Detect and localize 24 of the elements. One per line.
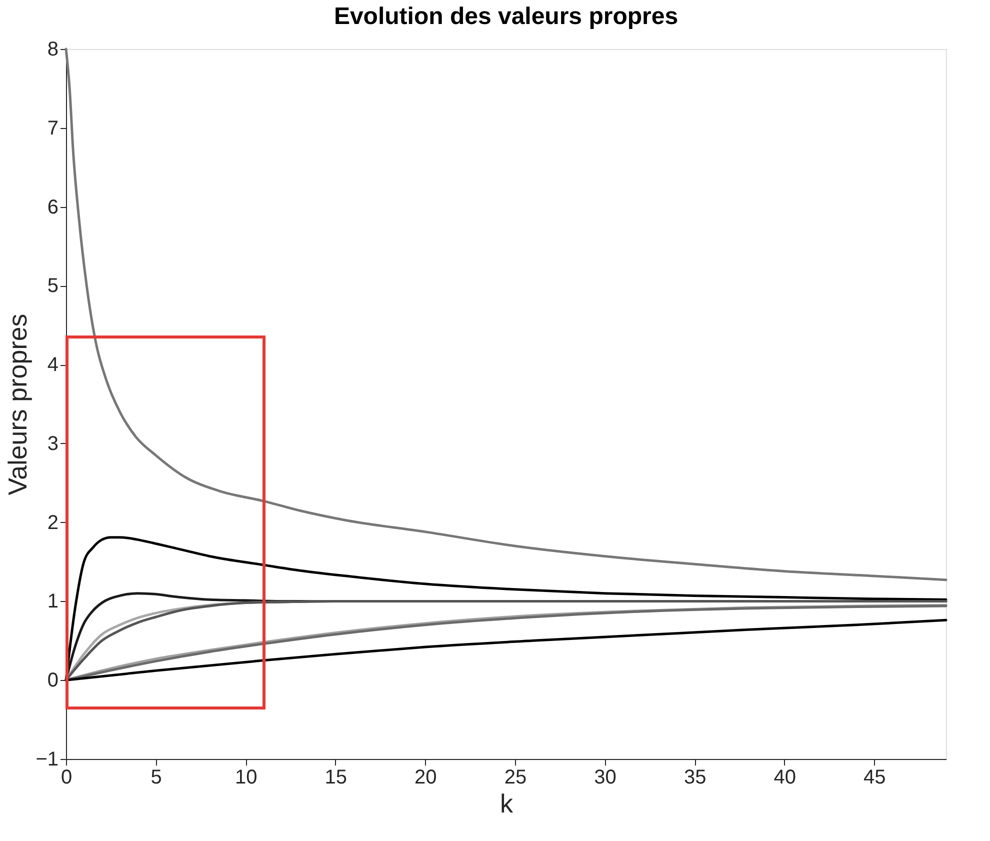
x-tick-label: 25: [504, 766, 527, 788]
x-tick-label: 40: [774, 766, 796, 788]
y-tick-label: 8: [47, 38, 58, 60]
y-tick-label: 6: [47, 196, 58, 218]
y-tick-label: 7: [47, 117, 58, 140]
y-tick-label: 4: [47, 354, 58, 376]
chart-title: Evolution des valeurs propres: [334, 3, 678, 30]
x-tick-label: 45: [864, 766, 886, 788]
y-tick-label: 2: [47, 512, 58, 534]
x-tick-label: 10: [234, 766, 258, 788]
x-tick-label: 20: [414, 766, 437, 788]
x-tick-label: 30: [594, 766, 616, 788]
y-axis-title: Valeurs propres: [2, 314, 33, 496]
y-tick-label: 5: [47, 275, 58, 298]
y-tick-label: −1: [36, 748, 58, 770]
x-axis-title: k: [500, 788, 514, 818]
line-series: [64, 48, 948, 582]
x-tick-label: 35: [684, 766, 706, 788]
y-tick-label: 0: [47, 670, 58, 692]
x-tick-label: 0: [60, 766, 72, 788]
x-tick-label: 5: [150, 766, 162, 788]
x-tick-label: 15: [324, 766, 348, 788]
y-tick-label: 1: [47, 590, 58, 613]
y-tick-label: 3: [47, 432, 58, 455]
